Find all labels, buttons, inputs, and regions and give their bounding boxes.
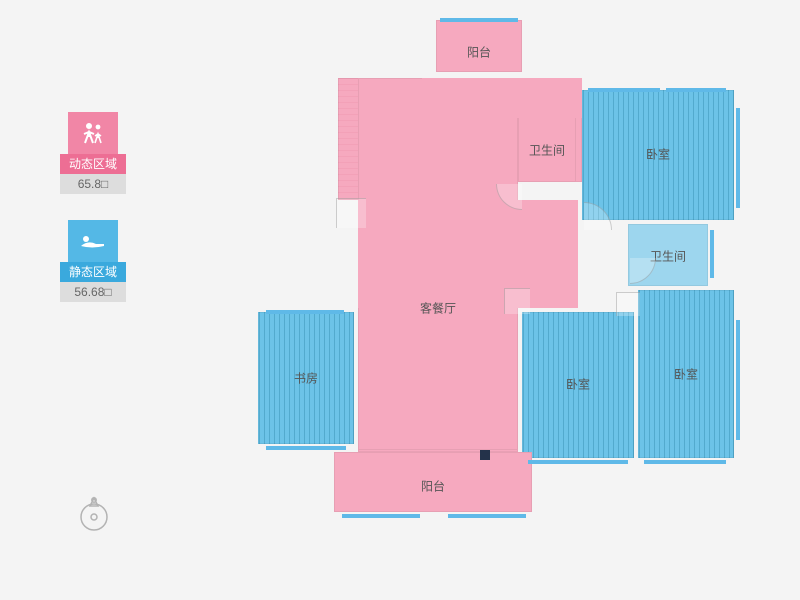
sleep-icon: [78, 230, 108, 252]
window-h-0: [266, 310, 344, 314]
legend-static-value: 56.68□: [60, 282, 126, 302]
window-v-0: [736, 108, 740, 208]
legend-static-icon: [68, 220, 118, 262]
entrance-marker: [480, 450, 490, 460]
legend-dynamic-icon: [68, 112, 118, 154]
legend-static-label: 静态区域: [60, 262, 126, 282]
room-label-bedroom_se: 卧室: [674, 366, 698, 383]
window-h-1: [588, 88, 660, 92]
room-label-study: 书房: [294, 370, 318, 387]
window-h-2: [666, 88, 726, 92]
window-v-2: [710, 230, 714, 278]
floor-plan: 阳台厨房卫生间卧室卫生间书房客餐厅卧室卧室阳台: [258, 20, 748, 530]
window-h-6: [448, 514, 526, 518]
legend-panel: 动态区域 65.8□ 静态区域 56.68□: [60, 112, 126, 302]
window-h-4: [528, 460, 628, 464]
room-label-bath1: 卫生间: [529, 142, 565, 159]
legend-dynamic-label: 动态区域: [60, 154, 126, 174]
people-icon: [79, 119, 107, 147]
room-living-ext: [358, 200, 578, 308]
window-h-8: [440, 18, 518, 22]
room-label-balcony_bot: 阳台: [421, 478, 445, 495]
compass-icon: [75, 495, 113, 538]
window-v-1: [736, 320, 740, 440]
room-label-balcony_top: 阳台: [467, 44, 491, 61]
room-living-ext: [422, 78, 582, 118]
room-label-living: 客餐厅: [420, 300, 456, 317]
window-h-5: [342, 514, 420, 518]
room-label-bedroom_ne: 卧室: [646, 146, 670, 163]
window-h-3: [644, 460, 726, 464]
room-label-bedroom_s: 卧室: [566, 376, 590, 393]
legend-dynamic-value: 65.8□: [60, 174, 126, 194]
window-h-7: [266, 446, 346, 450]
